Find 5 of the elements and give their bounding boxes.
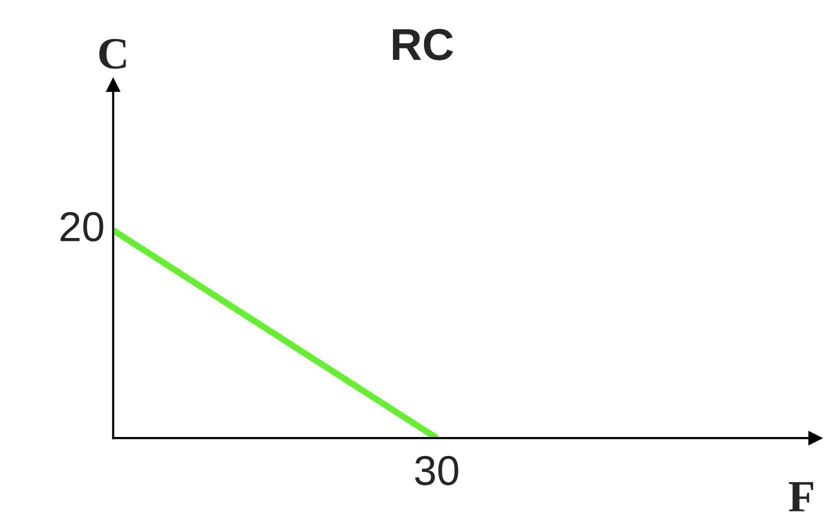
text: 30: [415, 456, 458, 486]
x-axis-title: F: [788, 482, 814, 512]
text: 20: [60, 212, 104, 242]
chart-title: RC: [392, 28, 453, 60]
y-axis-title: C: [99, 38, 126, 69]
